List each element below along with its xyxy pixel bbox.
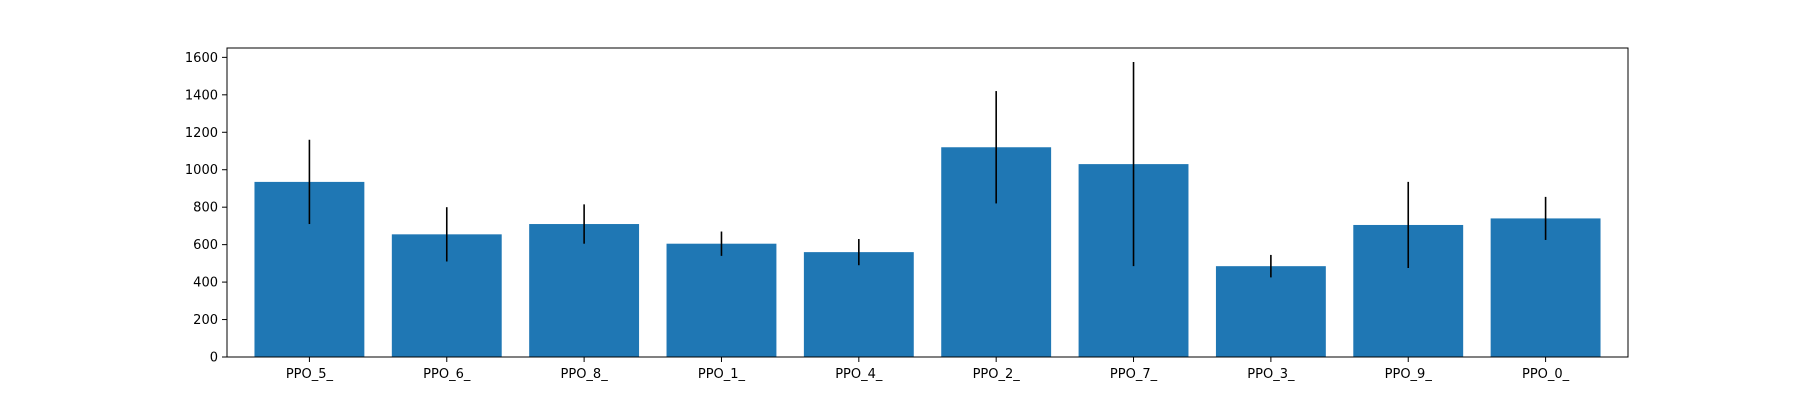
bar-ppo-8	[529, 224, 640, 357]
bar-series	[254, 147, 1601, 357]
y-tick-label: 1400	[185, 88, 218, 103]
x-tick-label: PPO_2_	[973, 367, 1021, 382]
y-tick-label: 200	[193, 313, 218, 328]
x-tick-label: PPO_8_	[561, 367, 609, 382]
bar-ppo-1	[666, 243, 777, 357]
bar-ppo-4	[803, 252, 914, 357]
y-tick-label: 400	[193, 276, 218, 291]
plot-frame	[226, 47, 1629, 358]
x-tick-label: PPO_0_	[1522, 367, 1570, 382]
y-tick-label: 1200	[185, 126, 218, 141]
y-tick-label: 600	[193, 238, 218, 253]
bar-ppo-0	[1490, 218, 1601, 357]
bar-ppo-3	[1215, 266, 1326, 357]
x-tick-label: PPO_4_	[835, 367, 883, 382]
y-axis: 0 200 400 600 800 1000 1200 1400 1600	[185, 51, 227, 366]
y-tick-label: 1600	[185, 51, 218, 66]
x-axis: PPO_5_ PPO_6_ PPO_8_ PPO_1_ PPO_4_ PPO_2_ PPO_…	[286, 357, 1570, 382]
error-bars	[308, 62, 1547, 278]
x-tick-label: PPO_3_	[1247, 367, 1295, 382]
x-tick-label: PPO_6_	[423, 367, 471, 382]
y-tick-label: 1000	[185, 163, 218, 178]
x-tick-label: PPO_9_	[1385, 367, 1433, 382]
y-tick-label: 800	[193, 201, 218, 216]
x-tick-label: PPO_7_	[1110, 367, 1158, 382]
y-tick-label: 0	[210, 351, 218, 366]
x-tick-label: PPO_1_	[698, 367, 746, 382]
x-tick-label: PPO_5_	[286, 367, 334, 382]
